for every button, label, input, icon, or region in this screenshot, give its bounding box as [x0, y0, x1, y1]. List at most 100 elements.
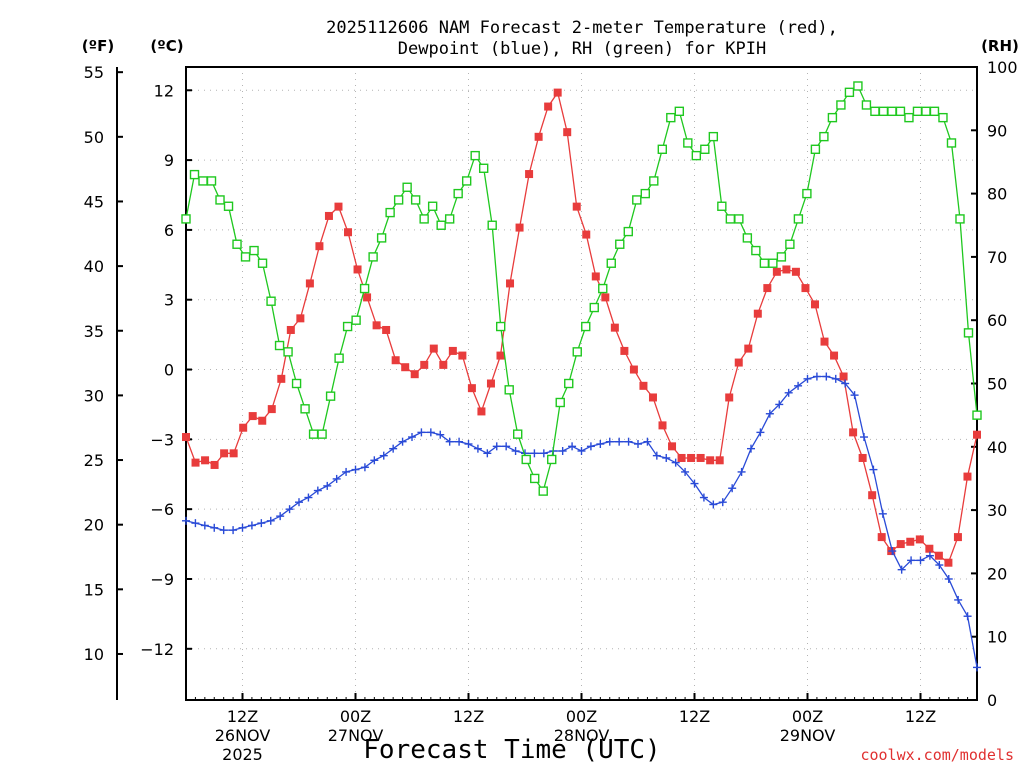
rh-point: [283, 347, 293, 357]
dewpoint-point: [360, 463, 369, 472]
rh-point: [657, 144, 668, 154]
rh-point: [912, 106, 923, 117]
dewpoint-point: [586, 442, 595, 451]
rh-point: [359, 283, 370, 294]
temperature-point: [658, 421, 667, 430]
rh-point: [342, 321, 353, 332]
x-tick-label-time: 00Z: [792, 707, 823, 726]
x-tick-label-time: 12Z: [679, 707, 710, 726]
dewpoint-point: [803, 374, 812, 383]
rh-point: [827, 112, 838, 123]
temperature-point: [868, 491, 877, 500]
rh-point: [793, 214, 804, 224]
rh-point: [861, 100, 872, 110]
celsius-tick-label: −6: [150, 500, 174, 519]
celsius-tick-label: −9: [150, 570, 174, 589]
dewpoint-point: [963, 612, 972, 621]
rh-point: [317, 429, 327, 439]
temperature-point: [515, 223, 524, 232]
rh-point: [368, 252, 378, 262]
temperature-point: [220, 449, 229, 458]
rh-point: [717, 201, 727, 211]
temperature-point: [696, 453, 705, 462]
temperature-point: [296, 314, 305, 323]
rh-tick-label: 100: [987, 58, 1018, 77]
dewpoint-point: [624, 437, 633, 446]
dewpoint-point: [671, 458, 680, 467]
dewpoint-point: [408, 433, 416, 442]
rh-point: [181, 214, 191, 224]
celsius-tick-label: 3: [164, 291, 174, 310]
celsius-axis-unit: (ºC): [150, 37, 183, 55]
rh-point: [274, 340, 285, 351]
rh-point: [385, 207, 395, 218]
temperature-point: [772, 267, 781, 276]
dewpoint-point: [426, 428, 435, 437]
rh-point: [742, 233, 753, 243]
dewpoint-point: [182, 516, 190, 525]
dewpoint-point: [200, 521, 209, 530]
rh-point: [581, 321, 591, 332]
rh-tick-label: 80: [987, 185, 1007, 204]
dewpoint-point: [973, 663, 981, 672]
rh-tick-label: 60: [987, 311, 1007, 330]
x-tick-label-time: 12Z: [905, 707, 936, 726]
rh-point: [589, 302, 599, 313]
rh-point: [674, 106, 685, 117]
rh-point: [598, 283, 608, 294]
rh-point: [206, 176, 217, 186]
x-tick-label-time: 12Z: [227, 707, 258, 726]
chart-title-line1: 2025112606 NAM Forecast 2-meter Temperat…: [326, 18, 838, 38]
temperature-point: [610, 323, 619, 332]
dewpoint-point: [558, 446, 567, 455]
temperature-point: [810, 300, 819, 309]
dewpoint-point: [285, 505, 294, 514]
rh-point: [461, 176, 472, 186]
temperature-point: [639, 381, 648, 390]
rh-point: [215, 195, 225, 205]
dewpoint-point: [342, 467, 351, 476]
dewpoint-point: [681, 467, 690, 476]
rh-point: [734, 214, 744, 224]
dewpoint-point: [455, 437, 464, 446]
rh-point: [325, 391, 336, 401]
dewpoint-point: [530, 449, 539, 458]
dewpoint-point: [332, 474, 341, 483]
x-axis-label: Forecast Time (UTC): [363, 735, 660, 765]
x-tick-label-time: 00Z: [566, 707, 597, 726]
dewpoint-point: [257, 519, 266, 528]
dewpoint-point: [445, 437, 454, 446]
rh-point: [725, 214, 736, 224]
dewpoint-point: [822, 372, 831, 381]
temperature-point: [429, 344, 438, 353]
temperature-point: [706, 456, 715, 465]
x-tick-label-date: 27NOV: [328, 726, 384, 745]
rh-point: [878, 106, 889, 117]
temperature-point: [791, 267, 800, 276]
temperature-point: [448, 346, 457, 355]
temperature-point: [486, 379, 495, 388]
celsius-tick-label: −12: [140, 640, 174, 659]
dewpoint-point: [229, 526, 238, 535]
dewpoint-point: [596, 440, 605, 449]
temperature-point: [973, 430, 981, 439]
dewpoint-point: [860, 433, 868, 442]
temperature-point: [277, 374, 286, 383]
rh-point: [266, 296, 276, 306]
dewpoint-point: [436, 430, 445, 439]
temperature-point: [506, 279, 515, 288]
dewpoint-point: [276, 512, 285, 521]
rh-point: [547, 454, 557, 465]
rh-point: [606, 258, 616, 268]
temperature-point: [344, 228, 353, 237]
dewpoint-point: [210, 523, 219, 532]
temperature-point: [286, 325, 295, 334]
rh-point: [223, 201, 234, 211]
celsius-tick-label: 6: [164, 221, 174, 240]
fahrenheit-tick-label: 40: [84, 257, 104, 276]
fahrenheit-axis-unit: (ºF): [82, 37, 114, 55]
rh-point: [640, 188, 650, 199]
dewpoint-point: [699, 493, 708, 502]
dewpoint-point: [266, 516, 275, 525]
chart-title-line2: Dewpoint (blue), RH (green) for KPIH: [398, 39, 766, 59]
